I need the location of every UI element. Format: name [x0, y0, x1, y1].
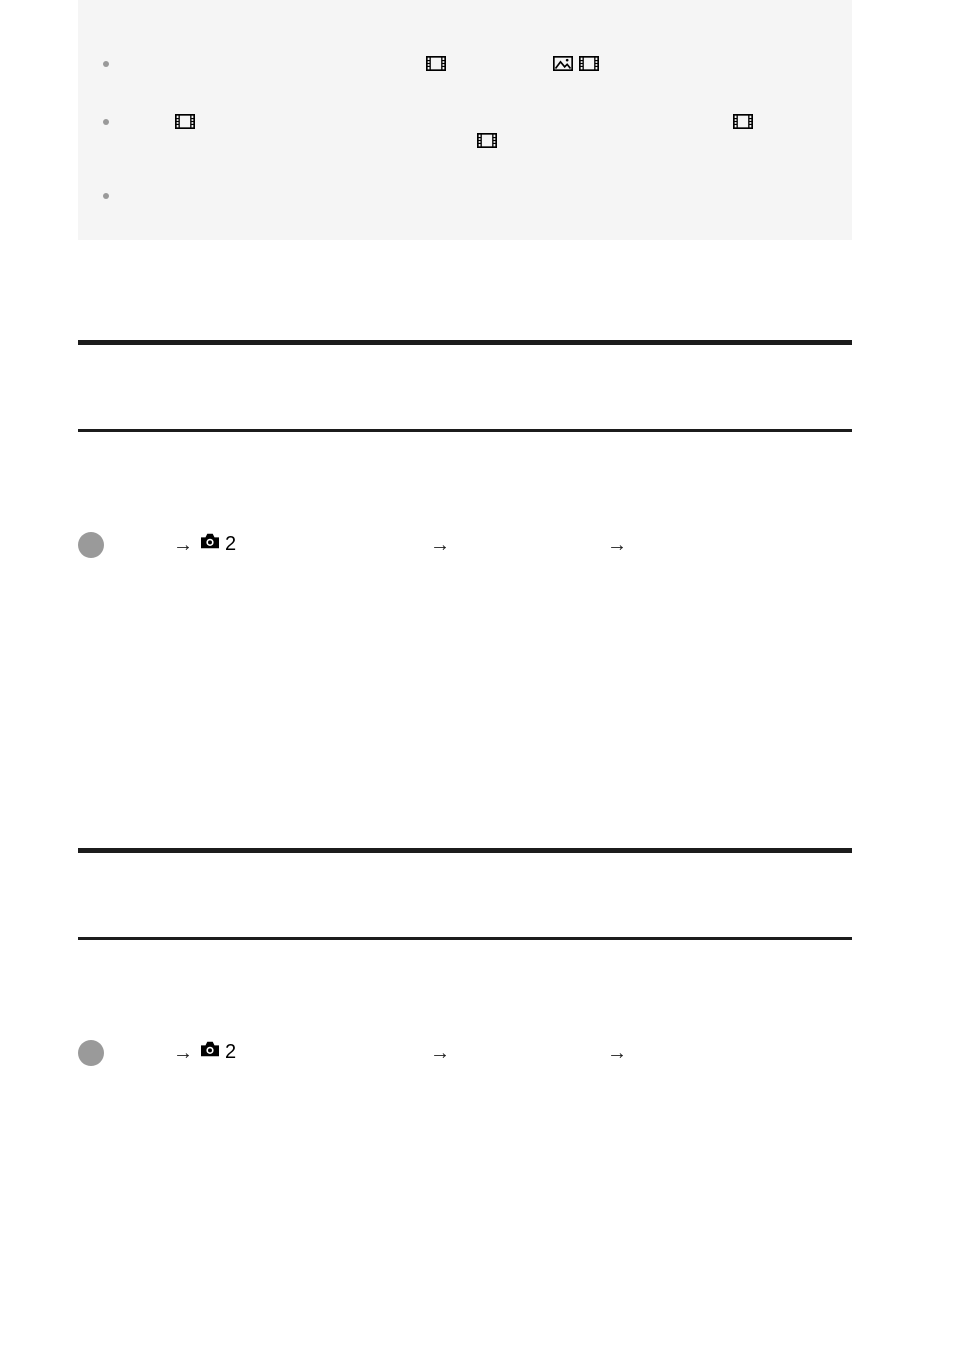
camera-icon — [199, 532, 221, 550]
bullet-icon — [103, 61, 109, 67]
film-icon — [426, 56, 446, 71]
section-rule-thin — [78, 429, 852, 432]
image-arrow-icon — [553, 56, 573, 71]
arrow-right-icon: → — [173, 535, 193, 555]
section-rule-thick — [78, 340, 852, 345]
bullet-icon — [103, 193, 109, 199]
camera-tab-number: 2 — [225, 534, 236, 554]
film-icon — [477, 133, 497, 148]
film-icon — [175, 114, 195, 129]
arrow-right-icon: → — [607, 1043, 627, 1063]
arrow-right-icon: → — [607, 535, 627, 555]
camera-tab-number: 2 — [225, 1042, 236, 1062]
step-number-circle — [78, 1040, 104, 1066]
arrow-right-icon: → — [430, 535, 450, 555]
camera-icon — [199, 1040, 221, 1058]
film-icon — [579, 56, 599, 71]
arrow-right-icon: → — [173, 1043, 193, 1063]
note-box — [78, 0, 852, 240]
section-rule-thin — [78, 937, 852, 940]
bullet-icon — [103, 119, 109, 125]
section-rule-thick — [78, 848, 852, 853]
arrow-right-icon: → — [430, 1043, 450, 1063]
step-number-circle — [78, 532, 104, 558]
film-icon — [733, 114, 753, 129]
